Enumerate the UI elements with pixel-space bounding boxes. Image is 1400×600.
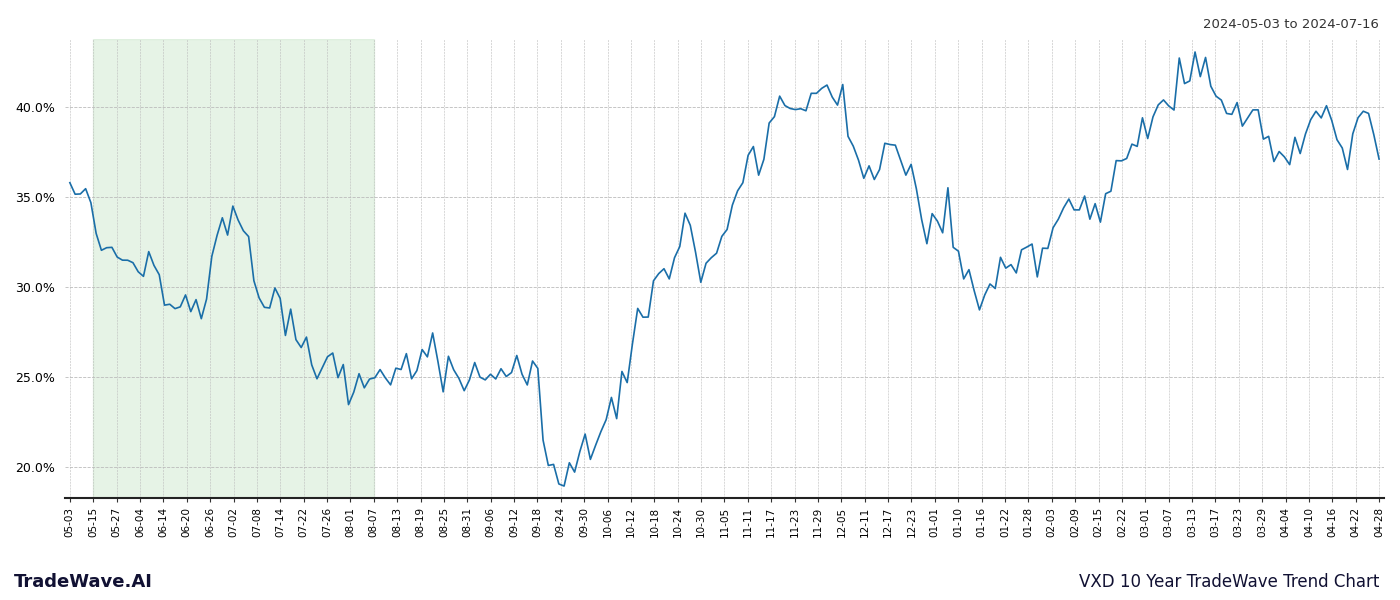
Text: TradeWave.AI: TradeWave.AI	[14, 573, 153, 591]
Bar	[94, 39, 374, 498]
Text: VXD 10 Year TradeWave Trend Chart: VXD 10 Year TradeWave Trend Chart	[1078, 573, 1379, 591]
Text: 2024-05-03 to 2024-07-16: 2024-05-03 to 2024-07-16	[1203, 18, 1379, 31]
